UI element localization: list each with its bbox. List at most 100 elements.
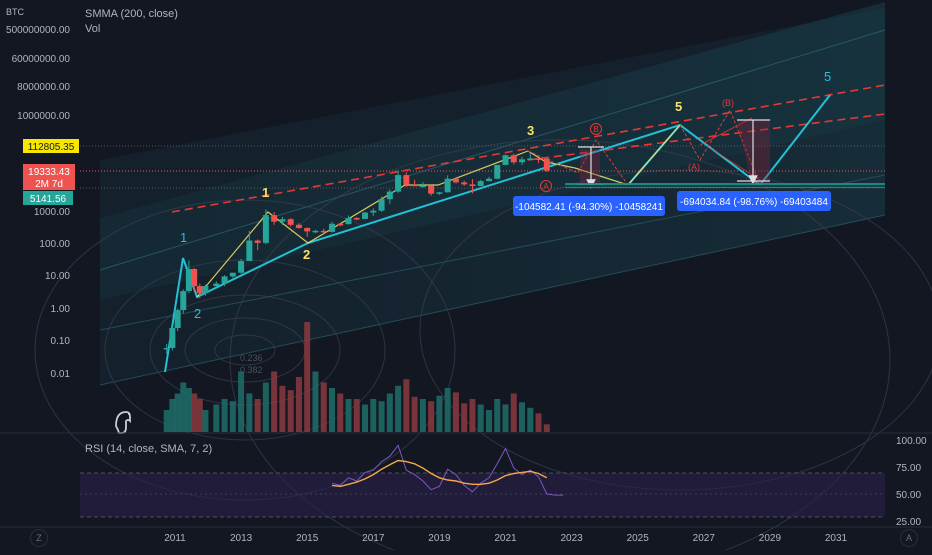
candle-body bbox=[519, 159, 526, 163]
rsi-tick: 50.00 bbox=[896, 490, 921, 501]
candle-body bbox=[444, 178, 451, 193]
candle-body bbox=[328, 223, 335, 232]
channel-line bbox=[99, 29, 886, 271]
candle-body bbox=[213, 283, 220, 287]
wave-label-2: 2 bbox=[194, 306, 201, 321]
candle-body bbox=[304, 227, 311, 232]
smma-price-tag bbox=[23, 191, 73, 205]
candle-body bbox=[262, 215, 269, 243]
volume-bar bbox=[185, 388, 192, 432]
x-tick-label: 2011 bbox=[164, 533, 186, 544]
candle-body bbox=[436, 192, 443, 194]
volume-bar bbox=[527, 407, 534, 432]
candle-body bbox=[221, 276, 228, 284]
smma-legend[interactable]: SMMA (200, close) bbox=[85, 8, 178, 20]
volume-bar bbox=[444, 388, 451, 432]
candle-body bbox=[494, 164, 501, 179]
rsi-axis[interactable]: 100.00 75.00 50.00 25.00 bbox=[896, 436, 927, 528]
candle-body bbox=[452, 178, 459, 183]
price-tick: 0.01 bbox=[51, 369, 71, 380]
candle-body bbox=[378, 199, 385, 211]
candle-body bbox=[180, 291, 187, 311]
timezone-button[interactable]: Z bbox=[30, 529, 48, 547]
candle-body bbox=[395, 175, 402, 192]
sub-wave-label-a: A bbox=[543, 182, 549, 191]
candle-body bbox=[527, 158, 534, 160]
volume-bar bbox=[254, 399, 261, 432]
volume-bar bbox=[328, 388, 335, 432]
x-tick-label: 2021 bbox=[494, 533, 517, 544]
volume-bar bbox=[477, 404, 484, 432]
volume-bar bbox=[304, 322, 311, 432]
x-tick-label: 2025 bbox=[627, 533, 650, 544]
candle-body bbox=[362, 212, 369, 219]
candle-body bbox=[485, 178, 492, 182]
candle-body bbox=[271, 215, 278, 222]
candle-body bbox=[386, 191, 393, 200]
candle-body bbox=[185, 268, 192, 292]
candle-body bbox=[169, 327, 176, 348]
correction-red bbox=[709, 147, 761, 181]
price-tick: 0.10 bbox=[51, 336, 71, 347]
sub-wave-marker-a bbox=[540, 180, 552, 192]
volume-bar bbox=[271, 371, 278, 432]
volume-bar bbox=[287, 390, 294, 432]
price-axis[interactable]: 500000000.00 60000000.00 8000000.00 1000… bbox=[6, 25, 70, 380]
volume-bar bbox=[345, 399, 352, 432]
volume-bar bbox=[312, 371, 319, 432]
x-tick-label: 2019 bbox=[428, 533, 451, 544]
candle-body bbox=[238, 261, 245, 273]
price-tick: 1000.00 bbox=[34, 207, 71, 218]
channel-line bbox=[99, 214, 886, 386]
volume-bar bbox=[191, 393, 198, 432]
current-price-tag bbox=[23, 164, 75, 190]
candle-body bbox=[502, 155, 509, 165]
elliott-wave-yellow bbox=[196, 124, 681, 298]
volume-bar bbox=[238, 371, 245, 432]
candle-body bbox=[345, 218, 352, 225]
volume-bar bbox=[180, 382, 187, 432]
candle-body bbox=[320, 230, 327, 233]
candle-body bbox=[461, 182, 468, 185]
volume-bar bbox=[246, 393, 253, 432]
volume-bar bbox=[202, 410, 209, 432]
measure-box-1 bbox=[513, 196, 665, 216]
support-band bbox=[565, 185, 885, 187]
price-tick: 10.00 bbox=[45, 271, 70, 282]
resistance-dashed bbox=[527, 113, 886, 161]
candle-body bbox=[419, 185, 426, 188]
auto-scale-button[interactable]: A bbox=[900, 529, 918, 547]
candle-body bbox=[543, 158, 550, 171]
smma-price-text: 5141.56 bbox=[30, 194, 67, 205]
volume-bar bbox=[370, 399, 377, 432]
candle-body bbox=[202, 286, 209, 294]
candle-body bbox=[254, 240, 261, 243]
wave-label-3: 3 bbox=[527, 123, 534, 138]
top-price-text: 112805.35 bbox=[28, 142, 75, 153]
rsi-legend[interactable]: RSI (14, close, SMA, 7, 2) bbox=[85, 443, 212, 455]
sub-wave-label-b: B bbox=[593, 125, 598, 134]
volume-bar bbox=[163, 410, 170, 432]
x-tick-label: 2031 bbox=[825, 533, 848, 544]
sub-wave-marker-b bbox=[590, 123, 602, 135]
volume-bar bbox=[419, 399, 426, 432]
volume-legend[interactable]: Vol bbox=[85, 23, 100, 35]
x-tick-label: 2013 bbox=[230, 533, 253, 544]
candle-body bbox=[469, 184, 476, 187]
rsi-tick: 25.00 bbox=[896, 517, 921, 528]
symbol-label: BTC bbox=[6, 7, 25, 17]
candle-body bbox=[312, 230, 319, 233]
projection-zone bbox=[580, 149, 600, 185]
candle-body bbox=[353, 218, 360, 220]
price-tick: 60000000.00 bbox=[12, 54, 71, 65]
price-tick: 8000000.00 bbox=[17, 82, 70, 93]
candle-body bbox=[163, 347, 170, 350]
volume-bar bbox=[353, 399, 360, 432]
candle-body bbox=[370, 210, 377, 213]
wave-label-1-minor: 1 bbox=[262, 185, 269, 200]
candle-body bbox=[174, 310, 181, 328]
volume-bar bbox=[221, 399, 228, 432]
volume-bar bbox=[461, 403, 468, 432]
